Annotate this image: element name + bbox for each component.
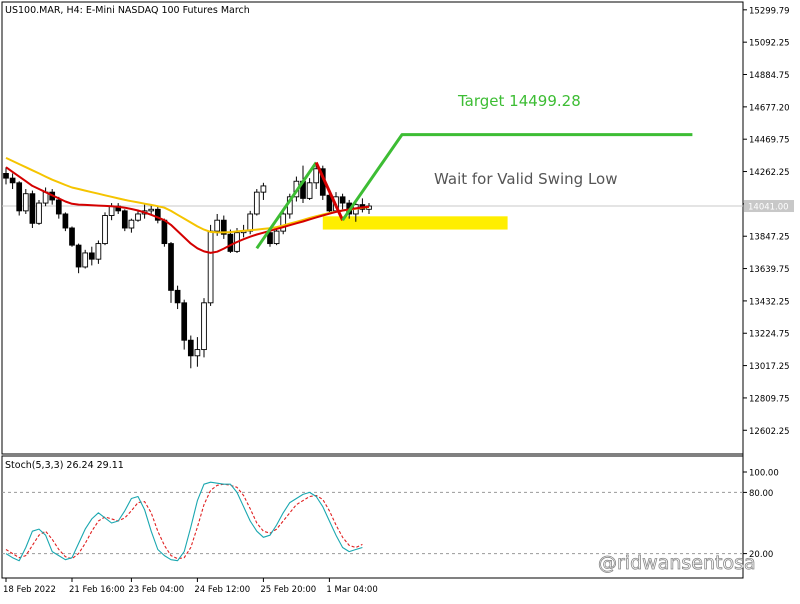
bearish-candle [88, 252, 95, 260]
ma-slow-line [5, 156, 370, 234]
bullish-candle [280, 213, 287, 232]
price-tick-label: 15299.79 [749, 6, 790, 16]
price-tick-label: 14884.75 [749, 71, 790, 81]
bullish-candle [82, 252, 89, 268]
bullish-candle [247, 213, 254, 232]
bullish-candle [148, 208, 155, 212]
time-tick-label: 24 Feb 12:00 [194, 585, 250, 595]
bullish-candle [201, 302, 207, 351]
bullish-candle [260, 185, 267, 193]
bearish-candle [62, 213, 69, 229]
bearish-candle [267, 232, 273, 245]
bearish-candle [220, 219, 227, 235]
stoch-axis-labels: 100.00 80.00 20.00 [743, 469, 779, 560]
time-tick-label: 25 Feb 20:00 [260, 585, 316, 595]
bearish-candle [168, 243, 174, 291]
current-price-label: 14041.00 [748, 203, 789, 213]
price-tick-label: 13224.75 [749, 330, 790, 340]
price-tick-label: 13432.25 [749, 297, 790, 307]
stoch-tick-label: 80.00 [749, 489, 773, 499]
price-tick-label: 14262.25 [749, 168, 790, 178]
bullish-candle [22, 193, 29, 212]
bearish-candle [161, 219, 168, 245]
current-price-badge [744, 200, 794, 213]
price-tick-label: 13639.75 [749, 265, 790, 275]
bearish-candle [9, 177, 16, 184]
projection-line [341, 133, 693, 222]
bullish-candle [253, 191, 260, 215]
price-tick-label: 15092.25 [749, 39, 790, 49]
ma-fast-line [5, 166, 370, 254]
stoch-signal-line [5, 483, 363, 560]
bullish-candle [194, 349, 201, 357]
bullish-candle [273, 230, 280, 245]
bullish-candle [207, 230, 214, 304]
candles-layer [3, 162, 372, 369]
zigzag-up-line [255, 161, 318, 250]
moving-averages-layer [5, 156, 370, 254]
watermark: @ridwansentosa [598, 552, 756, 574]
bullish-candle [135, 213, 141, 221]
wait-label: Wait for Valid Swing Low [434, 170, 617, 188]
price-axis-labels: 15299.79 15092.25 14884.75 14677.20 14469.75… [743, 6, 794, 437]
bearish-candle [69, 227, 75, 246]
bearish-candle [121, 210, 128, 229]
bullish-candle [36, 202, 42, 224]
bearish-candle [181, 302, 188, 341]
stochastic-layer [2, 481, 743, 562]
target-label: Target 14499.28 [457, 92, 581, 110]
stoch-main-line [5, 481, 363, 562]
bearish-candle [326, 194, 333, 212]
bearish-candle [339, 196, 346, 204]
stoch-tick-label: 100.00 [749, 469, 779, 479]
bullish-candle [108, 205, 115, 216]
bearish-candle [16, 182, 23, 212]
bullish-candle [214, 219, 221, 232]
time-tick-label: 1 Mar 04:00 [326, 585, 377, 595]
bullish-candle [128, 219, 135, 229]
time-tick-label: 18 Feb 2022 [3, 585, 56, 595]
price-tick-label: 12602.25 [749, 427, 790, 437]
chart-header: US100.MAR, H4: E-Mini NASDAQ 100 Futures… [5, 5, 250, 16]
time-axis-labels: 18 Feb 2022 21 Feb 16:00 23 Feb 04:00 24 Fe… [3, 578, 378, 595]
annotations-layer [255, 133, 693, 250]
bearish-candle [154, 208, 161, 221]
bullish-candle [102, 215, 108, 245]
price-tick-label: 13017.25 [749, 362, 790, 372]
stoch-tick-label: 20.00 [749, 550, 773, 560]
entry-zone-layer [322, 216, 508, 230]
price-tick-label: 14469.75 [749, 136, 790, 146]
bullish-candle [306, 182, 313, 199]
bearish-candle [29, 193, 36, 224]
bearish-candle [75, 244, 82, 268]
bearish-candle [55, 199, 62, 215]
price-tick-label: 12809.75 [749, 394, 790, 404]
entry-zone [322, 216, 508, 230]
bearish-candle [174, 289, 181, 304]
bearish-candle [187, 339, 194, 357]
zigzag-down-line [314, 161, 344, 221]
price-tick-label: 14677.20 [749, 103, 790, 113]
bearish-candle [3, 172, 9, 179]
stoch-header: Stoch(5,3,3) 26.24 29.11 [5, 460, 124, 471]
time-tick-label: 23 Feb 04:00 [128, 585, 184, 595]
bearish-candle [227, 233, 234, 252]
bullish-candle [313, 168, 320, 184]
time-tick-label: 21 Feb 16:00 [69, 585, 125, 595]
bullish-candle [95, 243, 102, 260]
price-tick-label: 13847.25 [749, 233, 790, 243]
